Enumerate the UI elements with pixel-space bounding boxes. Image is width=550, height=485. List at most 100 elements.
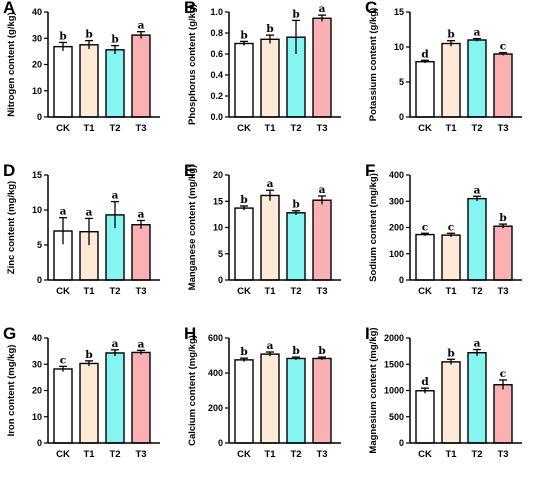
significance-letter: b [85,349,92,361]
x-tick-label: T3 [497,449,508,460]
bar-t1 [441,234,461,281]
significance-letter: a [474,184,481,196]
y-tick-label: 0 [399,438,404,448]
x-tick-label: CK [237,449,251,460]
y-tick-label: 10 [32,86,42,96]
x-tick-label: T2 [290,286,301,297]
bar-t3 [131,34,151,118]
y-tick-label: 2000 [384,333,404,343]
bar-t3 [312,199,332,281]
x-tick-label: T1 [264,449,276,460]
significance-letter: a [112,338,119,350]
significance-letter: b [447,29,454,41]
significance-letter: b [499,212,506,224]
significance-letter: b [85,29,92,41]
x-tick-label: CK [56,123,70,134]
y-axis-title: Magnesium content (mg/kg) [368,327,379,453]
panel-label: A [3,0,15,17]
x-tick-label: T2 [471,449,482,460]
y-tick-label: 0 [37,438,42,448]
bar-t3 [312,357,332,444]
significance-letter: a [138,20,145,32]
significance-letter: d [421,376,429,388]
bar-t2 [286,357,306,444]
x-tick-label: T3 [135,123,146,134]
y-tick-label: 0 [399,112,404,122]
x-tick-label: T2 [290,449,301,460]
y-tick-label: 30 [32,359,42,369]
panel-g: G Iron content (mg/kg) c CK b T1 a T2 a T3 0 10 20 30… [3,324,160,460]
panel-label: H [184,324,196,343]
y-tick-label: 0.0 [210,112,223,122]
x-tick-label: T3 [316,449,327,460]
y-tick-label: 0 [399,275,404,285]
bar-t2 [467,39,487,118]
significance-letter: a [319,3,326,15]
significance-letter: b [240,194,247,206]
significance-letter: a [319,184,326,196]
significance-letter: a [86,206,93,218]
significance-letter: a [474,27,481,39]
bar-t3 [493,384,513,444]
bar-t1 [260,353,280,444]
y-tick-label: 0 [218,438,223,448]
significance-letter: d [421,48,429,60]
bar-t2 [467,197,487,281]
x-tick-label: T3 [135,449,146,460]
bar-t3 [312,17,332,118]
y-axis-title: Potassium content (g/kg) [368,8,379,121]
significance-letter: b [240,29,247,41]
bar-t2 [105,352,125,444]
significance-letter: b [240,346,247,358]
bar-ck [415,233,435,281]
y-tick-label: 0.8 [210,28,223,38]
y-tick-label: 1500 [384,359,404,369]
x-tick-label: CK [418,286,432,297]
x-tick-label: T1 [264,123,276,134]
y-axis-title: Phosphorus content (g/kg) [187,4,198,125]
x-tick-label: T3 [316,123,327,134]
y-axis-title: Calcium content (mg/kg) [187,335,198,446]
y-tick-label: 20 [213,170,223,180]
bar-t2 [105,49,125,118]
x-tick-label: T1 [83,286,95,297]
y-tick-label: 1.0 [210,7,223,17]
y-tick-label: 40 [32,333,42,343]
y-tick-label: 5 [218,249,223,259]
panel-label: B [184,0,196,17]
x-tick-label: CK [56,286,70,297]
bar-ck [234,207,254,281]
y-axis-title: Nitrogen content (g/kg) [6,12,17,117]
bar-t3 [131,223,151,281]
bar-t1 [79,362,99,444]
significance-letter: b [292,199,299,211]
y-tick-label: 300 [389,196,404,206]
y-tick-label: 15 [32,170,42,180]
panel-label: C [365,0,377,17]
significance-letter: a [112,190,119,202]
y-tick-label: 0.2 [210,91,223,101]
y-tick-label: 200 [208,403,223,413]
y-tick-label: 10 [394,42,404,52]
y-tick-label: 40 [32,7,42,17]
significance-letter: b [266,23,273,35]
significance-letter: b [292,345,299,357]
bar-t1 [260,194,280,281]
significance-letter: c [60,354,66,366]
y-tick-label: 15 [213,196,223,206]
panel-label: F [365,161,375,180]
bar-t3 [493,53,513,118]
significance-letter: a [267,178,274,190]
significance-letter: b [111,34,118,46]
x-tick-label: T1 [445,286,457,297]
x-tick-label: CK [418,449,432,460]
significance-letter: a [267,340,274,352]
panel-label: E [184,161,195,180]
x-tick-label: T2 [109,123,120,134]
significance-letter: b [292,8,299,20]
significance-letter: b [447,347,454,359]
y-tick-label: 10 [213,223,223,233]
y-tick-label: 0.4 [210,70,223,80]
